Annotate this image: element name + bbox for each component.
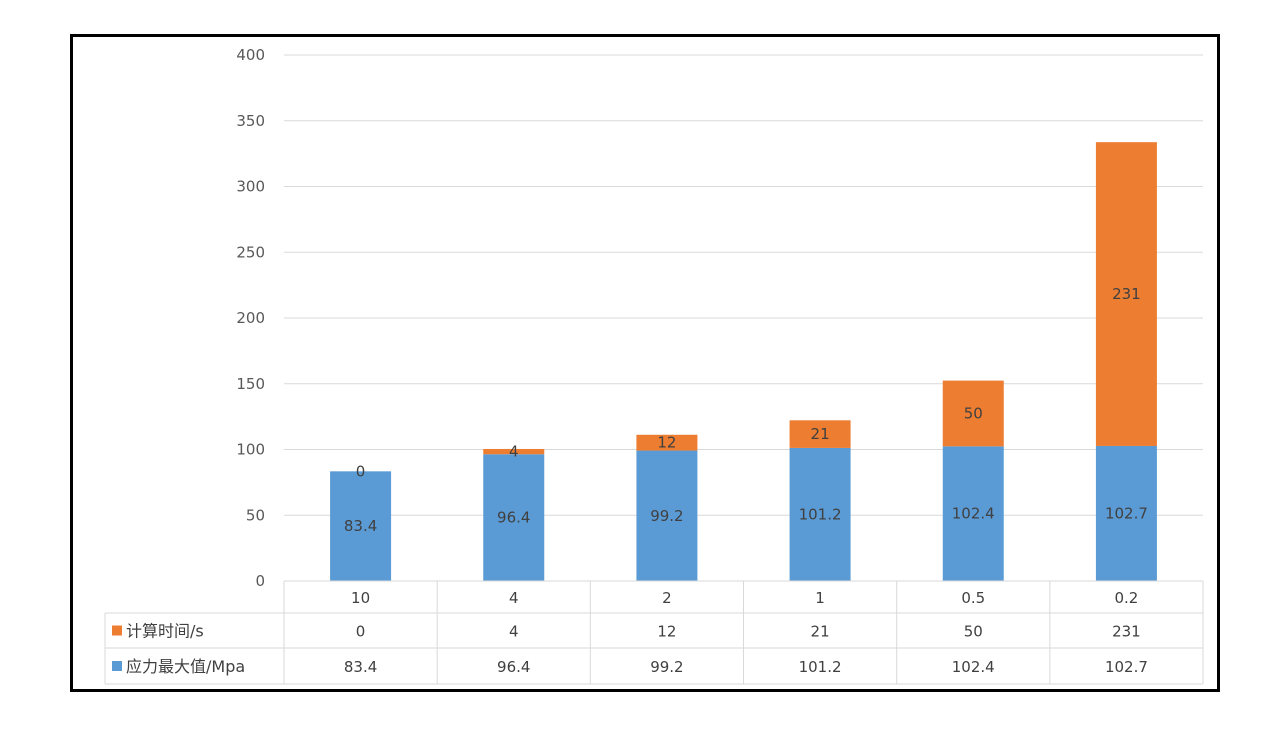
bar-segment (942, 380, 1004, 447)
bar-segment (483, 448, 545, 455)
data-label: 99.2 (650, 507, 683, 525)
data-label: 12 (657, 434, 676, 452)
table-cell: 102.7 (1105, 658, 1148, 676)
legend-label: 应力最大值/Mpa (126, 657, 245, 676)
y-tick-label: 300 (236, 178, 265, 196)
chart-frame (70, 34, 1220, 692)
bars (330, 142, 1157, 581)
y-axis: 0 50 100 150 200 250 300 350 400 (236, 46, 265, 590)
table-cell: 0 (356, 623, 366, 641)
category-label: 1 (815, 589, 825, 607)
y-tick-label: 200 (236, 309, 265, 327)
table-cell: 99.2 (650, 658, 683, 676)
bar-segment (1095, 445, 1157, 581)
data-label: 101.2 (799, 505, 842, 523)
bar-segment (789, 447, 851, 581)
bar-segment (1095, 142, 1157, 446)
bar-segment (483, 454, 545, 581)
y-tick-label: 50 (246, 506, 265, 524)
data-label: 50 (964, 404, 983, 422)
table-cell: 101.2 (799, 658, 842, 676)
y-tick-label: 0 (255, 572, 265, 590)
bar-segment (942, 446, 1004, 581)
y-tick-label: 350 (236, 112, 265, 130)
table-cell: 231 (1112, 623, 1141, 641)
y-tick-label: 150 (236, 375, 265, 393)
table-cell: 12 (657, 623, 676, 641)
table-cell: 96.4 (497, 658, 530, 676)
data-label: 0 (356, 462, 366, 480)
y-tick-label: 250 (236, 243, 265, 261)
category-label: 2 (662, 589, 672, 607)
gridlines (284, 54, 1203, 516)
bar-segment (636, 450, 698, 581)
data-label: 83.4 (344, 517, 377, 535)
data-label: 231 (1112, 285, 1141, 303)
table-cell: 21 (811, 623, 830, 641)
table-cell: 102.4 (952, 658, 995, 676)
data-label: 4 (509, 443, 519, 461)
data-label: 21 (811, 425, 830, 443)
category-label: 4 (509, 589, 519, 607)
data-label: 102.4 (952, 505, 995, 523)
data-labels: 83.4 0 96.4 4 99.2 12 101.2 21 102.4 50 102.7 231 (344, 285, 1148, 535)
category-label: 10 (351, 589, 370, 607)
bar-segment (789, 420, 851, 448)
legend-label: 计算时间/s (126, 622, 204, 641)
legend-swatch (112, 661, 122, 671)
table-cell: 83.4 (344, 658, 377, 676)
category-label: 0.2 (1114, 589, 1138, 607)
data-label: 102.7 (1105, 504, 1148, 522)
data-label: 96.4 (497, 509, 530, 527)
table-cell: 50 (964, 623, 983, 641)
bar-segment (330, 471, 392, 581)
table-cell: 4 (509, 623, 519, 641)
bar-segment (636, 434, 698, 451)
category-label: 0.5 (961, 589, 985, 607)
y-tick-label: 400 (236, 46, 265, 64)
legend-swatch (112, 625, 122, 636)
y-tick-label: 100 (236, 441, 265, 459)
